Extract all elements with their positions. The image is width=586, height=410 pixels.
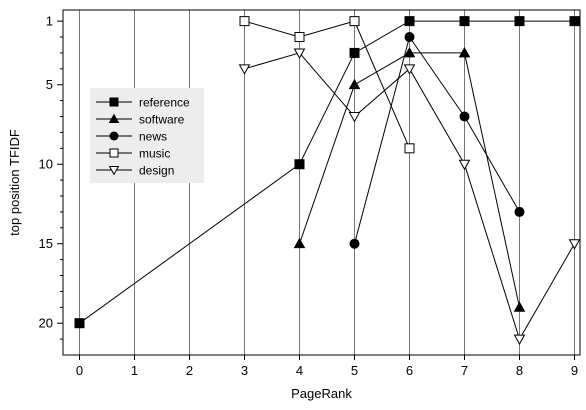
legend-marker-software bbox=[108, 113, 120, 124]
data-point-design bbox=[458, 159, 471, 171]
legend: reference software news music design bbox=[90, 88, 204, 183]
legend-label-reference: reference bbox=[139, 96, 190, 110]
data-point-software bbox=[513, 301, 526, 312]
data-point-music bbox=[239, 16, 250, 27]
legend-marker-design bbox=[108, 165, 120, 176]
data-point-news bbox=[459, 111, 470, 122]
data-point-music bbox=[349, 16, 360, 27]
y-tick-label: 20 bbox=[39, 316, 53, 331]
data-point-design bbox=[293, 48, 306, 59]
data-point-music bbox=[294, 32, 305, 43]
data-point-news bbox=[404, 32, 415, 43]
data-point-news bbox=[349, 238, 360, 249]
legend-label-software: software bbox=[139, 113, 185, 127]
data-point-design bbox=[403, 64, 416, 75]
x-tick-label: 9 bbox=[571, 363, 578, 378]
x-tick-label: 3 bbox=[241, 363, 248, 378]
legend-label-design: design bbox=[139, 164, 174, 178]
x-tick-label: 1 bbox=[131, 363, 138, 378]
x-axis: 0 1 2 3 4 5 6 7 8 9 bbox=[76, 355, 578, 378]
series-music bbox=[239, 16, 415, 154]
data-point-design bbox=[238, 64, 251, 75]
y-tick-label: 5 bbox=[46, 77, 53, 92]
x-tick-label: 6 bbox=[406, 363, 413, 378]
x-tick-label: 4 bbox=[296, 363, 303, 378]
series-layer bbox=[74, 16, 581, 346]
series-line-news bbox=[354, 35, 520, 244]
data-point-reference bbox=[349, 47, 360, 58]
data-point-software bbox=[293, 237, 306, 249]
x-tick-label: 8 bbox=[516, 363, 523, 378]
series-news bbox=[349, 32, 525, 249]
x-tick-label: 5 bbox=[351, 363, 358, 378]
legend-marker-music bbox=[109, 148, 119, 158]
x-tick-label: 0 bbox=[76, 363, 83, 378]
legend-marker-news bbox=[109, 131, 119, 141]
data-point-software bbox=[403, 46, 416, 58]
data-point-reference bbox=[404, 16, 415, 27]
plot-frame bbox=[62, 9, 581, 356]
data-point-music bbox=[404, 143, 415, 154]
x-tick-label: 7 bbox=[461, 363, 468, 378]
legend-label-music: music bbox=[139, 147, 170, 161]
data-point-design bbox=[568, 239, 581, 250]
x-axis-title: PageRank bbox=[291, 386, 352, 401]
y-tick-label: 15 bbox=[39, 236, 53, 251]
series-reference bbox=[74, 16, 580, 329]
data-point-reference bbox=[294, 159, 305, 170]
data-point-design bbox=[513, 334, 526, 346]
data-point-news bbox=[514, 206, 525, 217]
series-line-music bbox=[244, 20, 410, 149]
legend-marker-reference bbox=[109, 97, 119, 107]
data-point-reference bbox=[459, 16, 470, 27]
y-tick-label: 1 bbox=[46, 14, 53, 29]
data-point-reference bbox=[74, 318, 85, 329]
series-design bbox=[238, 48, 581, 346]
series-software bbox=[293, 46, 526, 312]
data-point-reference bbox=[514, 16, 525, 27]
data-point-reference bbox=[569, 16, 580, 27]
data-point-design bbox=[348, 112, 361, 123]
y-tick-label: 10 bbox=[39, 157, 53, 172]
legend-label-news: news bbox=[139, 130, 167, 144]
data-point-software bbox=[458, 46, 471, 58]
y-axis-title: top position TFIDF bbox=[7, 129, 22, 236]
data-point-software bbox=[348, 78, 361, 90]
x-tick-label: 2 bbox=[186, 363, 193, 378]
